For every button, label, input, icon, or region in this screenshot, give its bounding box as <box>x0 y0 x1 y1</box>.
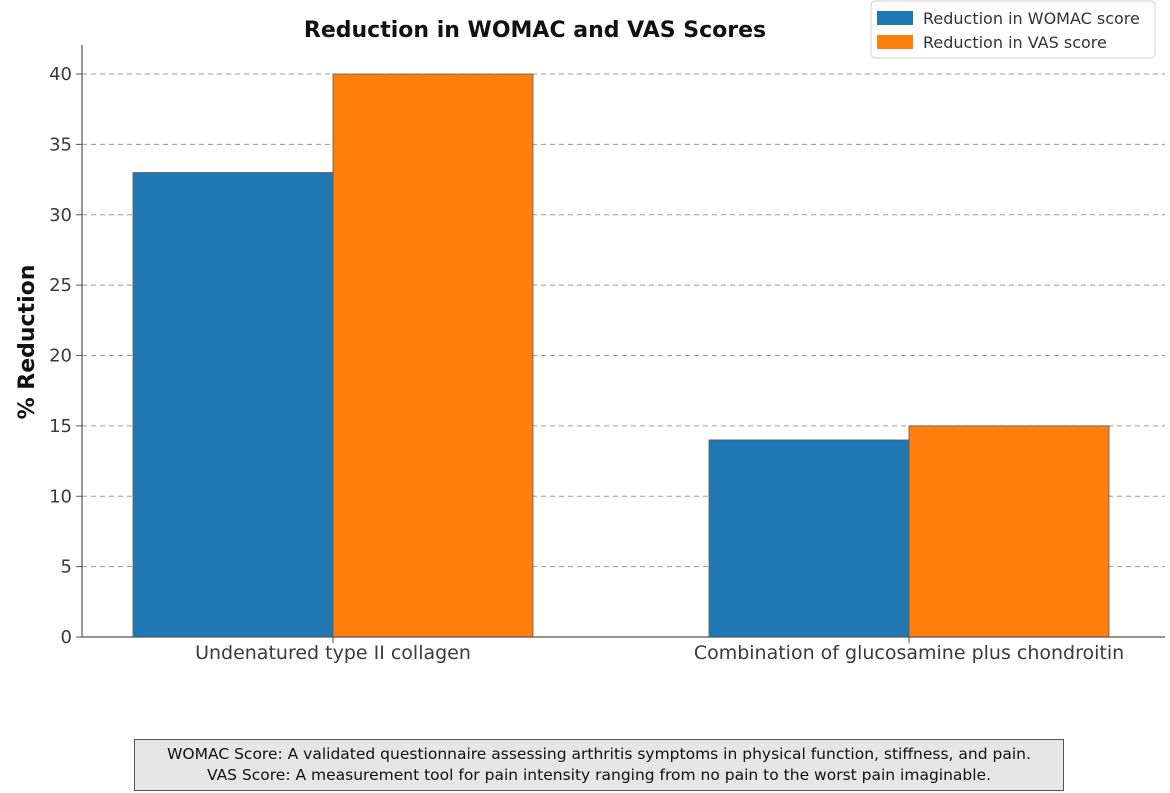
legend-label: Reduction in VAS score <box>923 33 1107 52</box>
definitions-note: WOMAC Score: A validated questionnaire a… <box>134 739 1064 791</box>
y-tick-label: 40 <box>49 64 72 85</box>
y-tick-label: 35 <box>49 134 72 155</box>
y-tick-label: 25 <box>49 275 72 296</box>
x-tick-labels: Undenatured type II collagen Combination … <box>195 642 1124 664</box>
x-tick-label: Combination of glucosamine plus chondroi… <box>694 642 1124 664</box>
womac-definition: WOMAC Score: A validated questionnaire a… <box>167 745 1031 763</box>
bar-womac <box>132 172 334 638</box>
legend-swatch <box>877 11 913 25</box>
y-axis-label: % Reduction <box>15 265 40 420</box>
bar-vas <box>332 73 534 638</box>
y-tick-label: 20 <box>49 346 72 367</box>
legend-box <box>870 0 1156 59</box>
y-tick-labels: 0 5 10 15 20 25 30 35 40 <box>49 64 72 648</box>
legend-label: Reduction in WOMAC score <box>923 9 1140 28</box>
y-tick-label: 10 <box>49 486 72 507</box>
bar-womac <box>708 439 910 638</box>
y-tick-label: 15 <box>49 416 72 437</box>
y-tick-label: 0 <box>61 627 72 648</box>
bar-vas <box>908 425 1110 638</box>
y-tick-label: 30 <box>49 205 72 226</box>
y-tick-label: 5 <box>61 557 72 578</box>
bars <box>132 73 1110 638</box>
legend: Reduction in WOMAC score Reduction in VAS… <box>870 0 1156 59</box>
axes <box>76 45 1165 643</box>
x-tick-label: Undenatured type II collagen <box>195 642 471 664</box>
chart-title: Reduction in WOMAC and VAS Scores <box>304 18 766 43</box>
legend-swatch <box>877 35 913 49</box>
vas-definition: VAS Score: A measurement tool for pain i… <box>206 766 992 784</box>
